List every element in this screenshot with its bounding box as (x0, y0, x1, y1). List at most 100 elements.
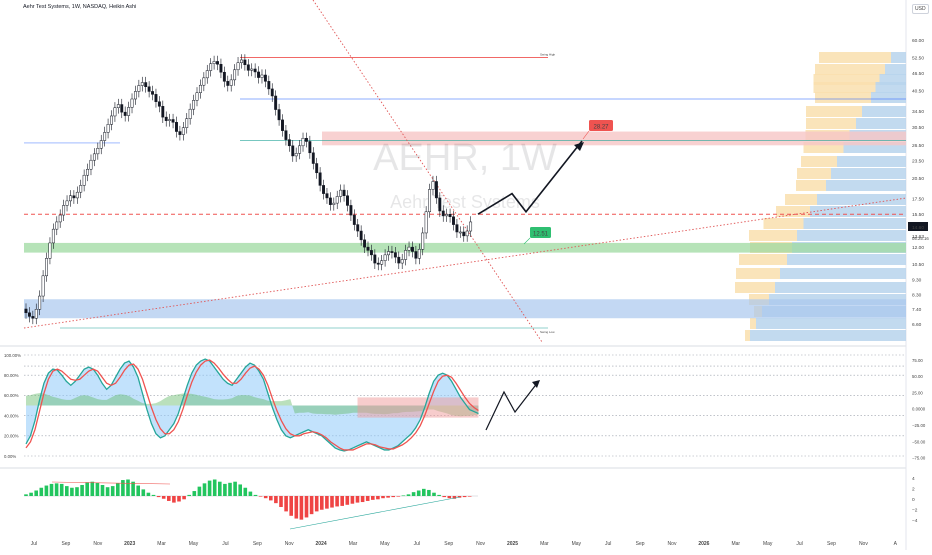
candle (267, 81, 271, 90)
oscillator-tick-left: 100.00% (4, 353, 21, 358)
price-tick-label: 34.50 (912, 109, 924, 115)
candle (387, 251, 390, 256)
candle (48, 242, 52, 259)
histogram-bar (29, 492, 33, 496)
histogram-bar (371, 496, 375, 500)
oscillator-tick-left: 40.00% (4, 413, 19, 418)
candle (469, 221, 473, 232)
histogram-bar (233, 481, 237, 496)
histogram-bar (320, 496, 324, 510)
candle (161, 106, 165, 118)
volume-profile-bar (831, 168, 906, 179)
candle (86, 168, 90, 176)
histogram-bar (161, 496, 166, 499)
histogram-bar (131, 481, 135, 496)
target-badge-low (530, 227, 551, 238)
volume-profile-bar (780, 268, 906, 279)
candle (27, 312, 31, 317)
oscillator-tick-left: 20.00% (4, 434, 19, 439)
histogram-bar (121, 480, 125, 496)
candle (154, 94, 158, 102)
oscillator-projection-arrowhead (532, 380, 540, 388)
volume-profile-bar (810, 206, 906, 217)
target-pointer (582, 130, 590, 140)
candle (383, 254, 387, 261)
histogram-bar (95, 482, 100, 496)
watermark-name: Aehr Test Systems (390, 192, 540, 212)
volume-profile-bar (736, 268, 780, 279)
histogram-bar (401, 495, 406, 497)
histogram-tick-label: 4 (912, 476, 915, 482)
histogram-bar (238, 484, 242, 496)
histogram-bar (212, 479, 217, 496)
histogram-bar (437, 494, 441, 496)
candle (164, 116, 168, 121)
target-value-high: 28.27 (593, 125, 609, 131)
histogram-bar (151, 494, 156, 496)
histogram-bar (335, 496, 339, 507)
candle (397, 256, 401, 264)
histogram-bar (202, 483, 207, 496)
oscillator-band-red (357, 397, 479, 418)
time-tick-label: Nov (859, 541, 868, 547)
candle (458, 231, 462, 234)
histogram-bar (263, 496, 268, 499)
histogram-bar (34, 490, 38, 496)
histogram-bar (39, 487, 44, 496)
histogram-bar (126, 479, 130, 496)
candle (376, 262, 380, 265)
histogram-bar (177, 496, 181, 502)
oscillator-tick-right: 25.00 (912, 390, 923, 395)
price-tick-label: 40.50 (912, 89, 924, 95)
histogram-bar (411, 492, 416, 496)
time-tick-label: Jul (796, 541, 802, 547)
candle (175, 122, 178, 132)
candle (192, 100, 196, 110)
candle (240, 59, 243, 63)
volume-profile-bar (891, 52, 906, 63)
volume-profile-bar (856, 118, 906, 129)
currency-button[interactable]: USD (912, 4, 929, 14)
time-tick-label: Jul (414, 541, 420, 547)
candle (257, 71, 261, 78)
last-price-value: 14.60 (912, 225, 924, 231)
histogram-bar (197, 486, 202, 496)
time-tick-label: Mar (157, 541, 166, 547)
oscillator-tick-left: 80.00% (4, 373, 19, 378)
volume-profile-bar (815, 92, 871, 103)
price-tick-label: 26.50 (912, 143, 924, 149)
volume-profile-bar (819, 52, 891, 63)
candle (65, 200, 69, 206)
histogram-bar (223, 483, 227, 496)
candle (421, 232, 425, 250)
time-tick-label: May (380, 541, 390, 547)
oscillator-slow-line (25, 359, 479, 451)
candle (123, 111, 127, 116)
volume-profile-bar (806, 106, 862, 117)
histogram-bar (54, 483, 59, 496)
volume-profile-bar (776, 206, 810, 217)
histogram-bar (192, 491, 197, 496)
volume-profile-bar (817, 194, 906, 205)
histogram-bar (269, 496, 273, 501)
time-tick-label: 2025 (507, 541, 518, 547)
candle (45, 258, 48, 277)
candle (414, 251, 418, 259)
volume-profile-bar (815, 64, 885, 75)
candle (171, 119, 175, 123)
candle (195, 92, 199, 101)
candle (277, 109, 281, 121)
candle (438, 197, 442, 212)
candle (352, 214, 356, 225)
time-tick-label: Mar (349, 541, 358, 547)
histogram-bar (304, 496, 309, 518)
candle (304, 137, 308, 142)
candle (250, 68, 254, 71)
histogram-bar (70, 487, 74, 496)
candle (465, 230, 469, 237)
histogram-bar (432, 492, 436, 496)
price-tick-label: 9.30 (912, 278, 922, 284)
volume-profile-bar (756, 318, 906, 329)
